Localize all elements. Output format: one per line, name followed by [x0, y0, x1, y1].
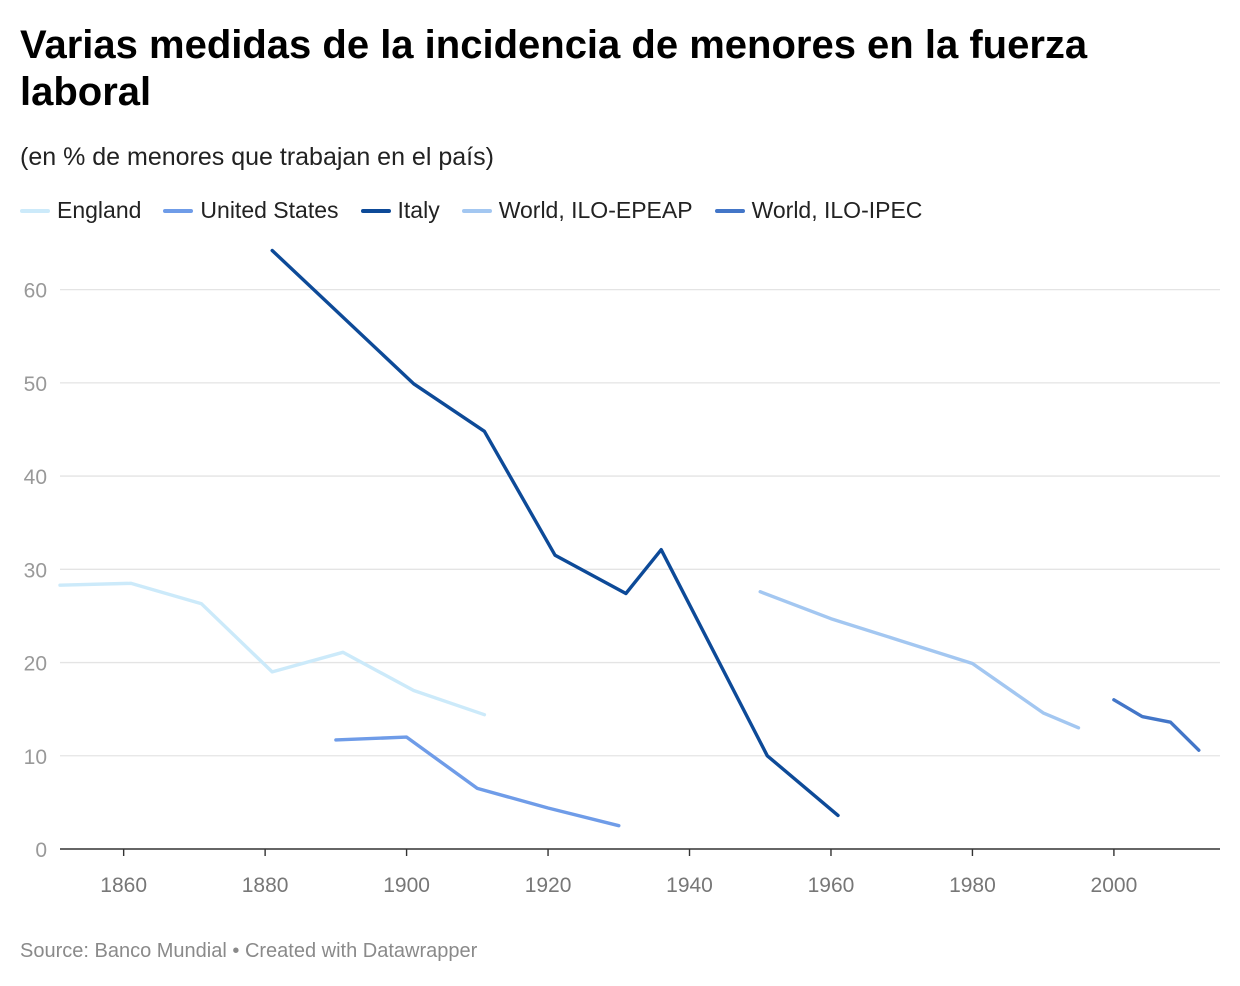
series-line-england — [58, 581, 487, 717]
legend-swatch-england — [20, 208, 50, 213]
chart-title: Varias medidas de la incidencia de menor… — [20, 23, 1088, 114]
legend-item-england: England — [20, 197, 141, 224]
series-line-united-states — [334, 735, 621, 828]
x-tick-label-1880: 1880 — [242, 874, 289, 897]
series-line-italy — [270, 248, 840, 818]
x-tick-label-1980: 1980 — [949, 874, 996, 897]
legend-item-united-states: United States — [163, 197, 339, 224]
y-tick-label-50: 50 — [24, 373, 47, 396]
chart-subtitle: (en % de menores que trabajan en el país… — [20, 143, 494, 171]
x-tick-label-1960: 1960 — [808, 874, 855, 897]
legend-item-world-ilo-ipec: World, ILO-IPEC — [714, 197, 923, 224]
source-note: Source: Banco Mundial — [20, 940, 227, 962]
legend-item-italy: Italy — [360, 197, 440, 224]
legend-label-united-states: United States — [200, 197, 339, 223]
y-tick-label-60: 60 — [24, 280, 47, 303]
legend-swatch-world-ilo-ipec — [714, 208, 745, 213]
legend-swatch-united-states — [163, 208, 194, 213]
legend-label-world-ilo-ipec: World, ILO-IPEC — [751, 197, 923, 223]
credit-note: Created with Datawrapper — [244, 940, 478, 962]
y-tick-label-10: 10 — [24, 746, 47, 769]
x-tick-label-1920: 1920 — [525, 874, 572, 897]
legend-item-world-ilo-epeap: World, ILO-EPEAP — [461, 197, 693, 224]
x-tick-label-1900: 1900 — [383, 874, 430, 897]
y-tick-label-20: 20 — [24, 653, 47, 676]
legend-swatch-italy — [360, 208, 391, 213]
series-line-world-ilo-ipec — [1112, 698, 1201, 752]
chart-legend: England United States Italy World, ILO-EPEA… — [20, 197, 922, 224]
legend-label-world-ilo-epeap: World, ILO-EPEAP — [498, 197, 693, 223]
chart-footer: Source: Banco Mundial • Created with Dat… — [20, 940, 477, 963]
y-tick-label-30: 30 — [24, 559, 47, 582]
y-tick-label-40: 40 — [24, 466, 47, 489]
x-tick-label-1860: 1860 — [100, 874, 147, 897]
legend-label-england: England — [57, 197, 142, 223]
x-tick-label-1940: 1940 — [666, 874, 713, 897]
series-line-world-ilo-epeap — [758, 590, 1081, 730]
x-tick-label-2000: 2000 — [1091, 874, 1138, 897]
legend-label-italy: Italy — [397, 197, 440, 223]
legend-swatch-world-ilo-epeap — [461, 208, 492, 213]
footer-separator: • — [232, 940, 240, 962]
y-tick-label-0: 0 — [35, 839, 47, 862]
